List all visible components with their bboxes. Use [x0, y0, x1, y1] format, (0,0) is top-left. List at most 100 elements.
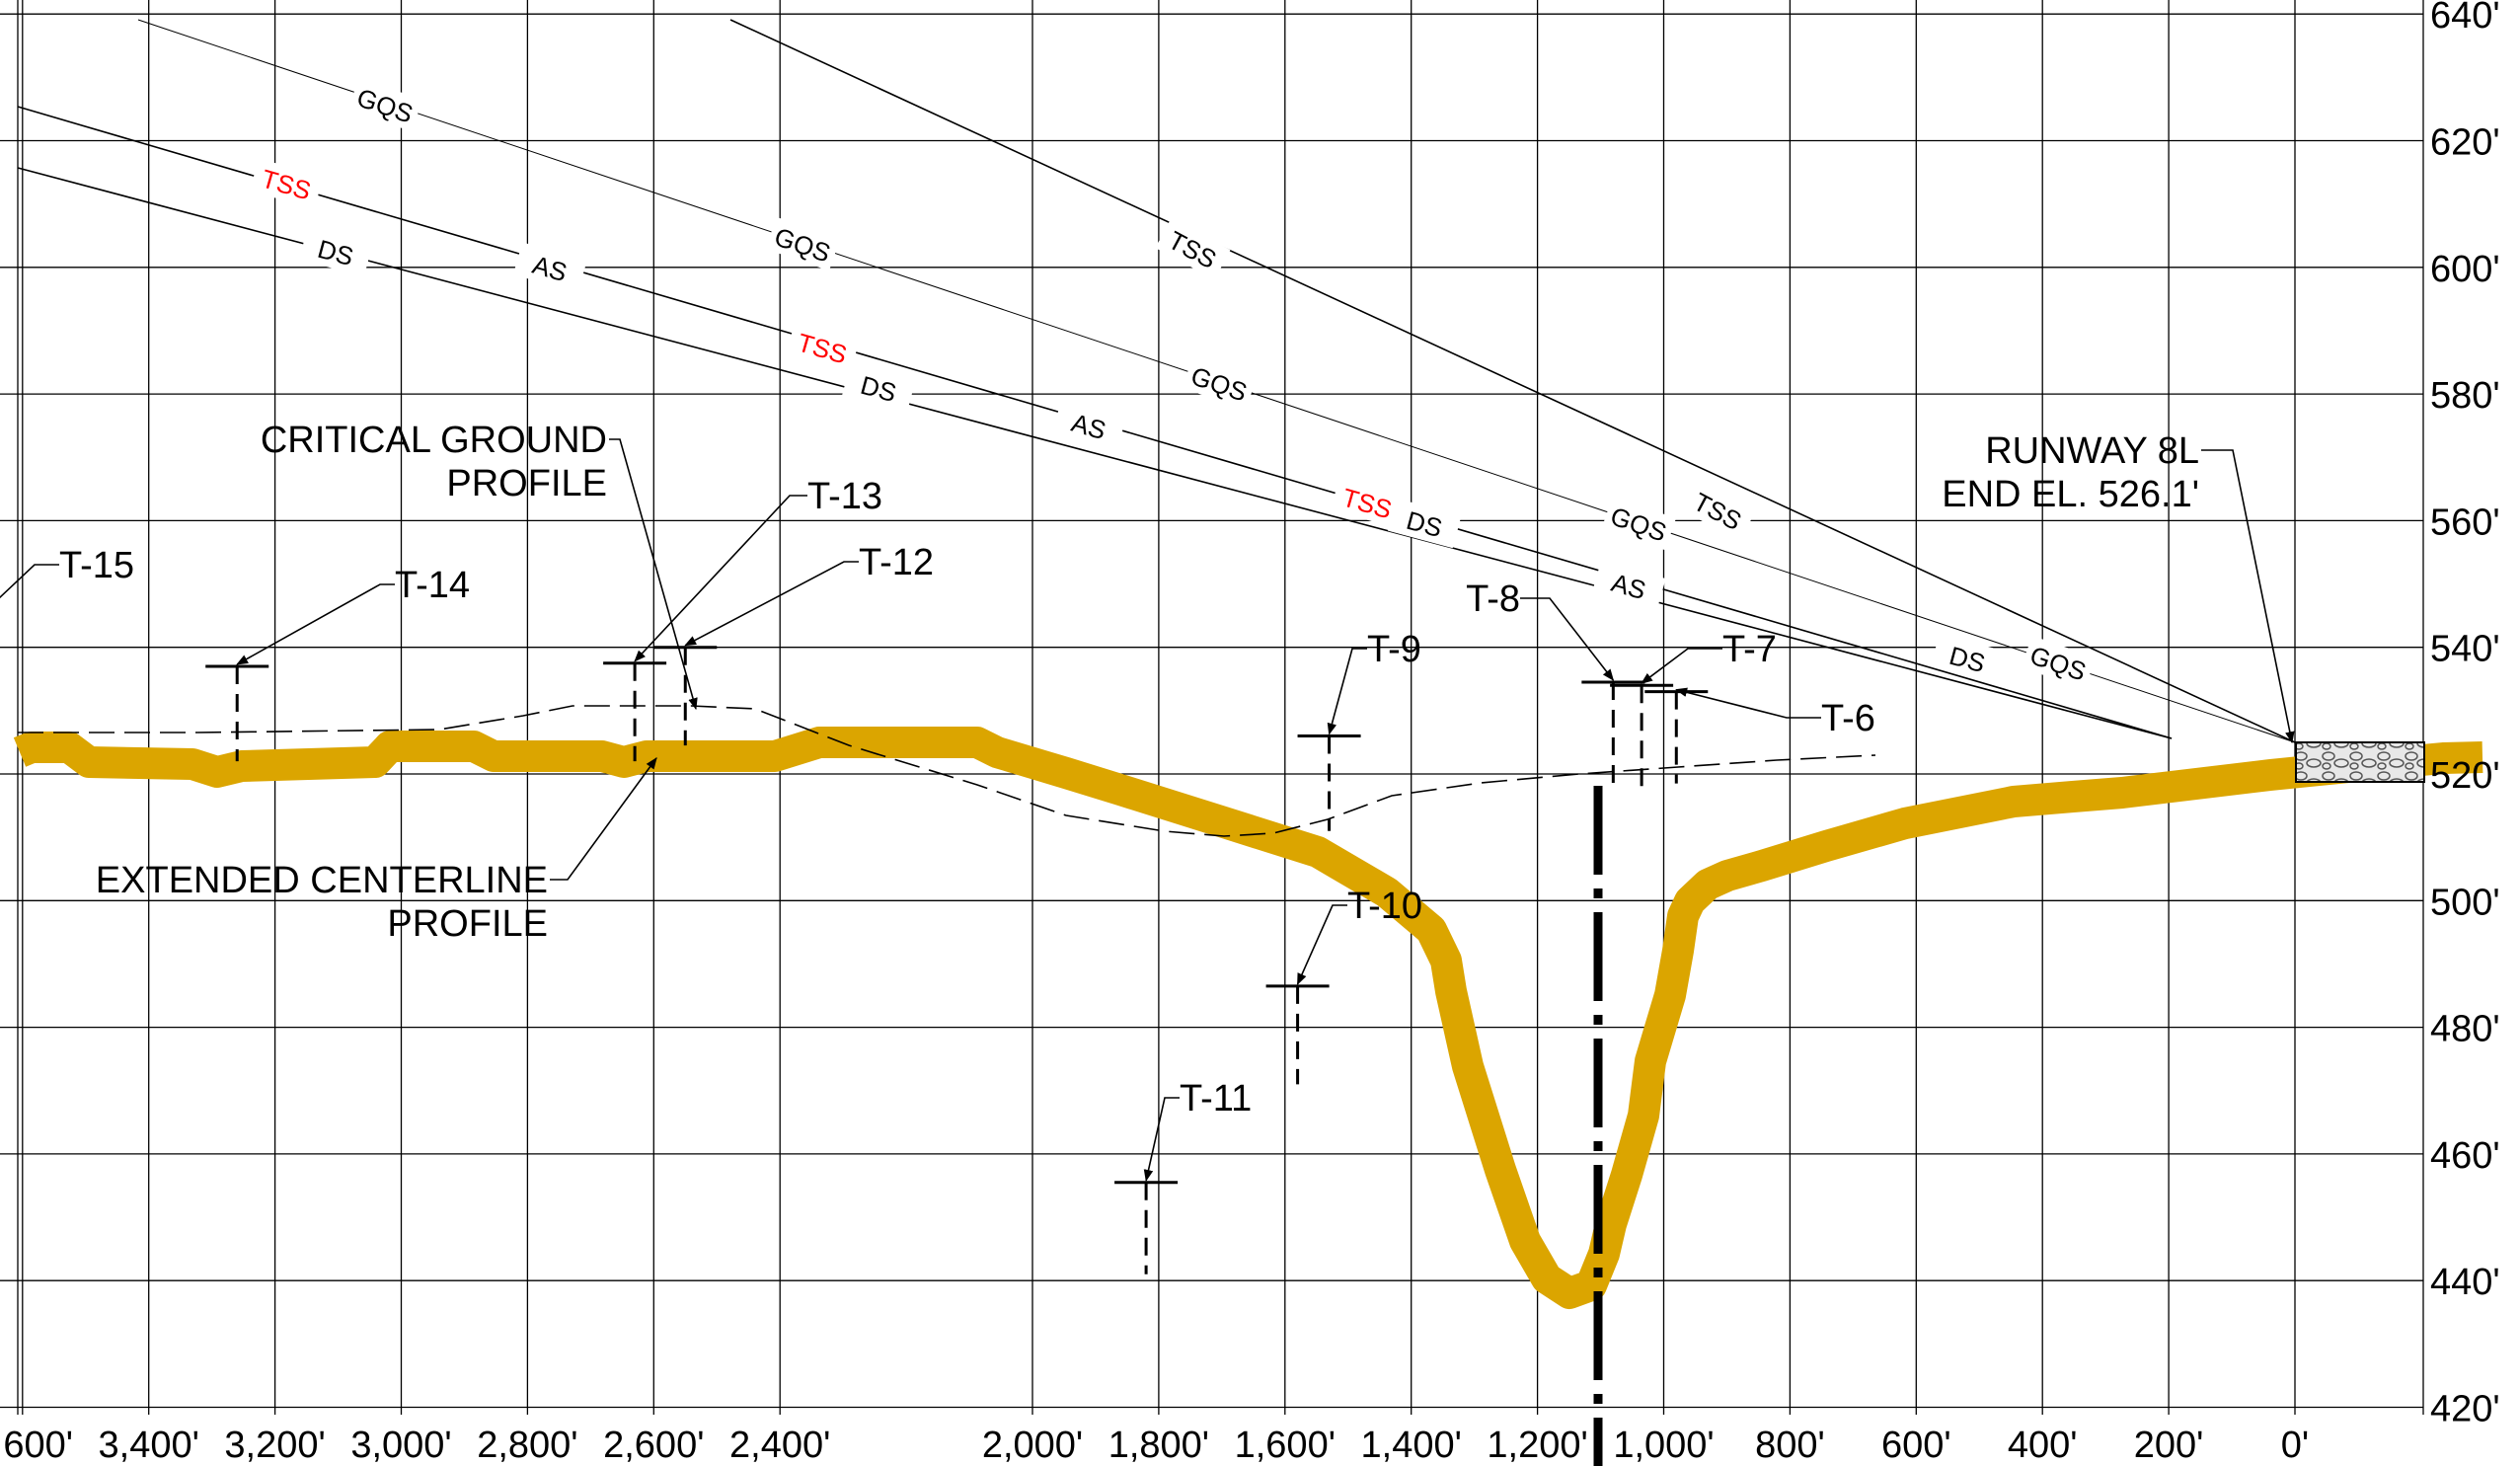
obstacle-leader: [684, 561, 859, 647]
obstacle-label: T-15: [59, 545, 134, 586]
critical-ground-leader: [609, 438, 698, 711]
y-tick-label: 580': [2430, 375, 2500, 417]
obstacle-leader: [634, 495, 807, 662]
obstacle-t14: T-14: [205, 565, 470, 762]
x-tick-label: 2,400': [729, 1425, 830, 1466]
obstacle-leader: [1143, 1097, 1180, 1182]
runway-pavement: [2295, 741, 2425, 783]
x-tick-label: 2,000': [982, 1425, 1083, 1466]
x-tick-label: 800': [1755, 1425, 1825, 1466]
ds-label: DS: [842, 362, 916, 414]
label-mask: [1330, 477, 1405, 528]
y-tick-label: 560': [2430, 502, 2500, 543]
critical-ground-label-line2: PROFILE: [446, 463, 607, 504]
x-tick-label: 2,800': [477, 1425, 577, 1466]
tss-label-text: TSS: [1339, 483, 1396, 525]
obstacle-label: T-11: [1180, 1078, 1252, 1119]
obstacle-label: T-8: [1466, 579, 1520, 620]
runway-end-label-line2: END EL. 526.1': [1942, 474, 2199, 515]
label-mask: [785, 322, 860, 373]
obstacle-leader: [1296, 904, 1347, 985]
obstacle-leader: [1327, 648, 1367, 735]
x-tick-label: 2,600': [603, 1425, 704, 1466]
x-tick-label: 600': [1881, 1425, 1951, 1466]
obstacle-label: T-13: [807, 476, 882, 517]
x-tick-label: 3,400': [99, 1425, 199, 1466]
y-tick-label: 440': [2430, 1262, 2500, 1303]
obstacle-t12: T-12: [653, 542, 934, 746]
as-label: AS: [1051, 400, 1126, 451]
tss-label-text: TSS: [795, 328, 851, 370]
label-mask: [1601, 496, 1677, 551]
y-tick-label: 460': [2430, 1135, 2500, 1177]
obstacle-leader: [1641, 648, 1722, 684]
extended-centerline-label-line2: PROFILE: [387, 903, 548, 945]
obstacle-label: T-10: [1347, 886, 1422, 927]
gqs-label: GQS: [765, 216, 841, 271]
label-mask: [1155, 218, 1231, 280]
x-tick-label: 1,400': [1361, 1425, 1462, 1466]
obstacle-leader: [0, 564, 59, 599]
y-tick-label: 520': [2430, 755, 2500, 797]
label-mask: [1680, 480, 1756, 542]
label-mask: [249, 158, 324, 209]
obstacle-t8: T-8: [1466, 579, 1645, 784]
obstruction-surfaces: GQSGQSGQSGQSGQSTSSTSSTSSTSSTSSASASASDSDS…: [17, 19, 2296, 743]
obstacle-label: T-14: [395, 565, 470, 606]
obstacle-t10: T-10: [1265, 886, 1422, 1085]
grid-lines: [0, 0, 2424, 1415]
obstacle-t15: T-15: [0, 545, 134, 599]
as-label: AS: [1591, 560, 1666, 611]
x-tick-label: 400': [2008, 1425, 2078, 1466]
tss-label: TSS: [1680, 480, 1756, 542]
obstacle-t13: T-13: [603, 476, 882, 762]
y-tick-label: 420': [2430, 1389, 2500, 1430]
label-mask: [765, 216, 841, 271]
gqs-label: GQS: [1182, 355, 1258, 411]
x-tick-label: 3,600': [0, 1425, 73, 1466]
obstacle-t11: T-11: [1114, 1078, 1252, 1274]
runway-end-leader: [2201, 449, 2295, 744]
obstacle-t7: T-7: [1610, 629, 1777, 787]
tss-label-text: TSS: [259, 164, 315, 206]
tss-line: [729, 19, 2296, 743]
label-mask: [1182, 355, 1258, 411]
ds-line: [17, 167, 2173, 739]
as-label: AS: [512, 242, 587, 293]
obstacle-label: T-6: [1821, 698, 1875, 739]
x-tick-label: 1,200': [1487, 1425, 1587, 1466]
y-tick-label: 600': [2430, 249, 2500, 290]
x-tick-label: 1,600': [1235, 1425, 1336, 1466]
critical-ground-profile: [18, 705, 1876, 837]
extended-centerline-leader: [550, 757, 657, 881]
label-mask: [347, 77, 423, 132]
obstacle-markers: T-15 T-14 T-13 T-12 T-9 T-8 T-7 T-6 T-10 T-11: [0, 476, 1875, 1274]
x-tick-label: 3,200': [224, 1425, 325, 1466]
obstacle-leader: [1675, 687, 1821, 719]
x-tick-label: 0': [2281, 1425, 2309, 1466]
obstacle-leader: [236, 583, 395, 665]
tss-label: TSS: [1155, 218, 1231, 280]
tss-label: TSS: [249, 158, 324, 209]
x-tick-label: 200': [2134, 1425, 2204, 1466]
x-tick-label: 1,000': [1613, 1425, 1714, 1466]
label-mask: [1051, 400, 1126, 451]
obstacle-label: T-9: [1367, 629, 1421, 670]
gqs-label: GQS: [347, 77, 423, 132]
critical-ground-label-line1: CRITICAL GROUND: [261, 420, 607, 461]
y-tick-label: 540': [2430, 629, 2500, 670]
label-mask: [2021, 635, 2097, 690]
extended-centerline-profile: [13, 727, 2483, 1309]
label-mask: [512, 242, 587, 293]
obstacle-label: T-12: [859, 542, 934, 583]
y-tick-label: 640': [2430, 0, 2500, 37]
ds-label: DS: [299, 226, 373, 277]
x-tick-label: 1,800': [1108, 1425, 1209, 1466]
obstacle-label: T-7: [1722, 629, 1777, 670]
obstacle-leader: [1520, 597, 1615, 681]
gqs-label: GQS: [2021, 635, 2097, 690]
obstacle-t9: T-9: [1297, 629, 1421, 831]
x-tick-label: 3,000': [350, 1425, 451, 1466]
